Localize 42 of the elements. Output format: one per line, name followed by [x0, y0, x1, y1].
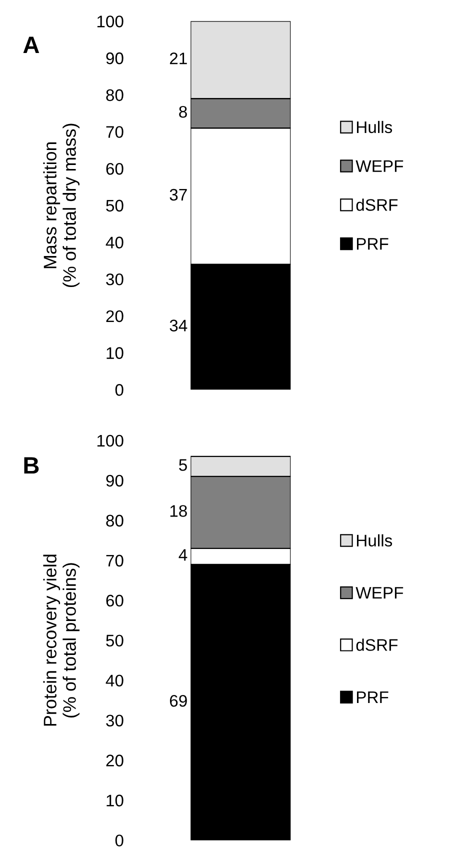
y-tick-label: 80: [106, 89, 124, 102]
y-tick-label: 30: [106, 273, 124, 286]
data-label: 18: [170, 505, 187, 517]
legend-label: Hulls: [356, 534, 392, 547]
text: B: [24, 457, 39, 474]
data-label: 5: [179, 459, 187, 471]
y-tick-label: 10: [106, 347, 124, 359]
y-tick-label: 100: [97, 434, 124, 447]
y-tick-label: 0: [115, 834, 124, 846]
legend-label: WEPF: [356, 160, 404, 172]
legend-label: WEPF: [356, 587, 404, 599]
y-tick-label: 40: [106, 236, 124, 248]
y-tick-label: 20: [106, 310, 124, 322]
y-tick-label: 50: [106, 634, 124, 647]
y-tick-label: 60: [106, 162, 124, 175]
data-label: 69: [170, 694, 187, 707]
y-tick-label: 0: [115, 384, 124, 396]
y-tick-label: 60: [106, 594, 124, 607]
chart-title: A: [23, 36, 40, 54]
y-tick-label: 80: [106, 514, 124, 527]
y-tick-label: 30: [106, 714, 124, 726]
y-tick-label: 10: [106, 794, 124, 806]
data-label: 4: [178, 549, 188, 561]
data-label: 8: [179, 106, 187, 118]
y-tick-label: 70: [106, 554, 124, 567]
y-axis-title: Protein recovery yield (% of total proteins): [43, 554, 80, 726]
legend-label: PRF: [356, 691, 388, 703]
legend-label: dSRF: [356, 638, 398, 651]
y-tick-label: 70: [106, 126, 124, 138]
legend-label: Hulls: [356, 120, 392, 134]
legend-label: dSRF: [356, 198, 398, 211]
data-label: 34: [170, 320, 188, 332]
legend-label: PRF: [356, 238, 388, 250]
y-tick-label: 20: [106, 754, 124, 766]
y-tick-label: 90: [106, 474, 124, 487]
data-label: 21: [170, 52, 187, 64]
y-tick-label: 50: [106, 200, 124, 212]
data-label: 37: [170, 188, 187, 201]
y-tick-label: 90: [106, 52, 124, 64]
y-axis-title: Mass repartition (% of total dry mass): [43, 124, 80, 288]
y-tick-label: 100: [97, 16, 124, 28]
y-tick-label: 40: [106, 674, 124, 687]
